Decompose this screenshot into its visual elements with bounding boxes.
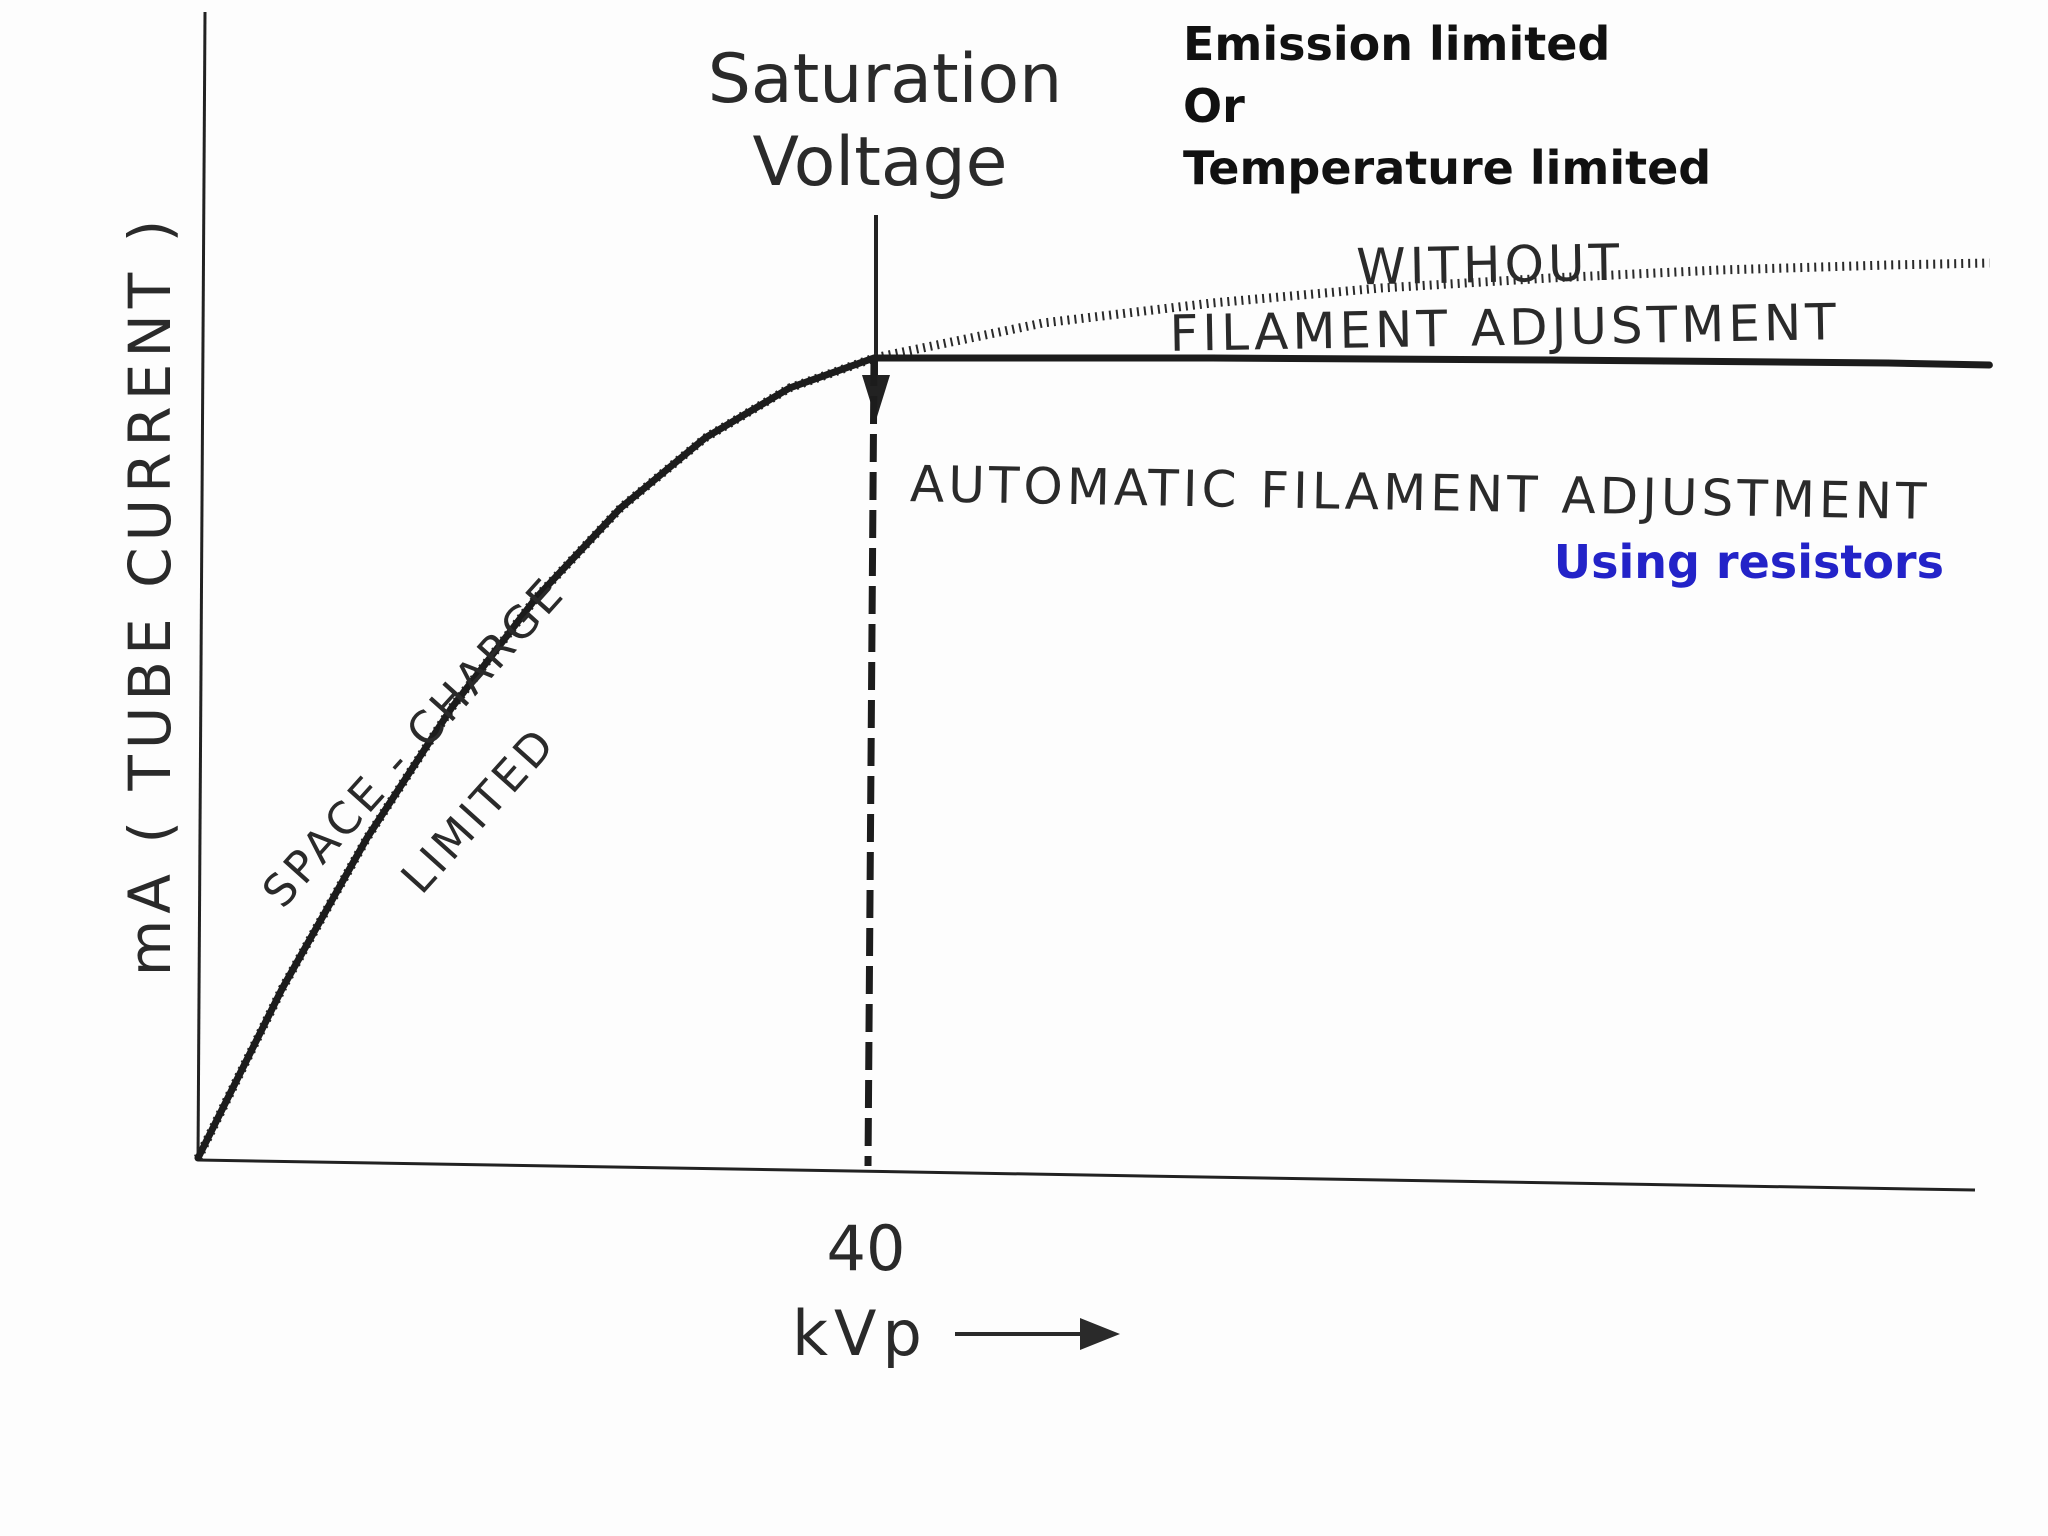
- temperature-limited-annotation: Temperature limited: [1183, 141, 1711, 195]
- series-layer: [193, 258, 1993, 1167]
- without-adjustment-label-line2: FILAMENT ADJUSTMENT: [1169, 293, 1840, 363]
- x-axis: [197, 1158, 1976, 1192]
- saturation-label-line2: Voltage: [752, 123, 1007, 202]
- using-resistors-annotation: Using resistors: [1554, 535, 1944, 589]
- automatic-adjustment-label: AUTOMATIC FILAMENT ADJUSTMENT: [910, 455, 1931, 531]
- saturation-arrow-icon: [862, 215, 890, 420]
- series-line-automatic-adjustment: [194, 354, 1993, 1162]
- y-axis: [196, 11, 207, 1161]
- emission-limited-annotation: Emission limited: [1183, 17, 1610, 71]
- x-axis-label: kVp: [792, 1297, 928, 1370]
- or-annotation: Or: [1183, 79, 1245, 133]
- y-axis-label: mA ( TUBE CURRENT ): [116, 214, 184, 977]
- without-adjustment-label-line1: WITHOUT: [1356, 234, 1624, 297]
- x-axis-arrow-icon: [955, 1318, 1120, 1350]
- saturation-label-line1: Saturation: [708, 40, 1062, 119]
- x-tick-label: 40: [827, 1212, 906, 1285]
- saturation-marker-line: [864, 357, 878, 1167]
